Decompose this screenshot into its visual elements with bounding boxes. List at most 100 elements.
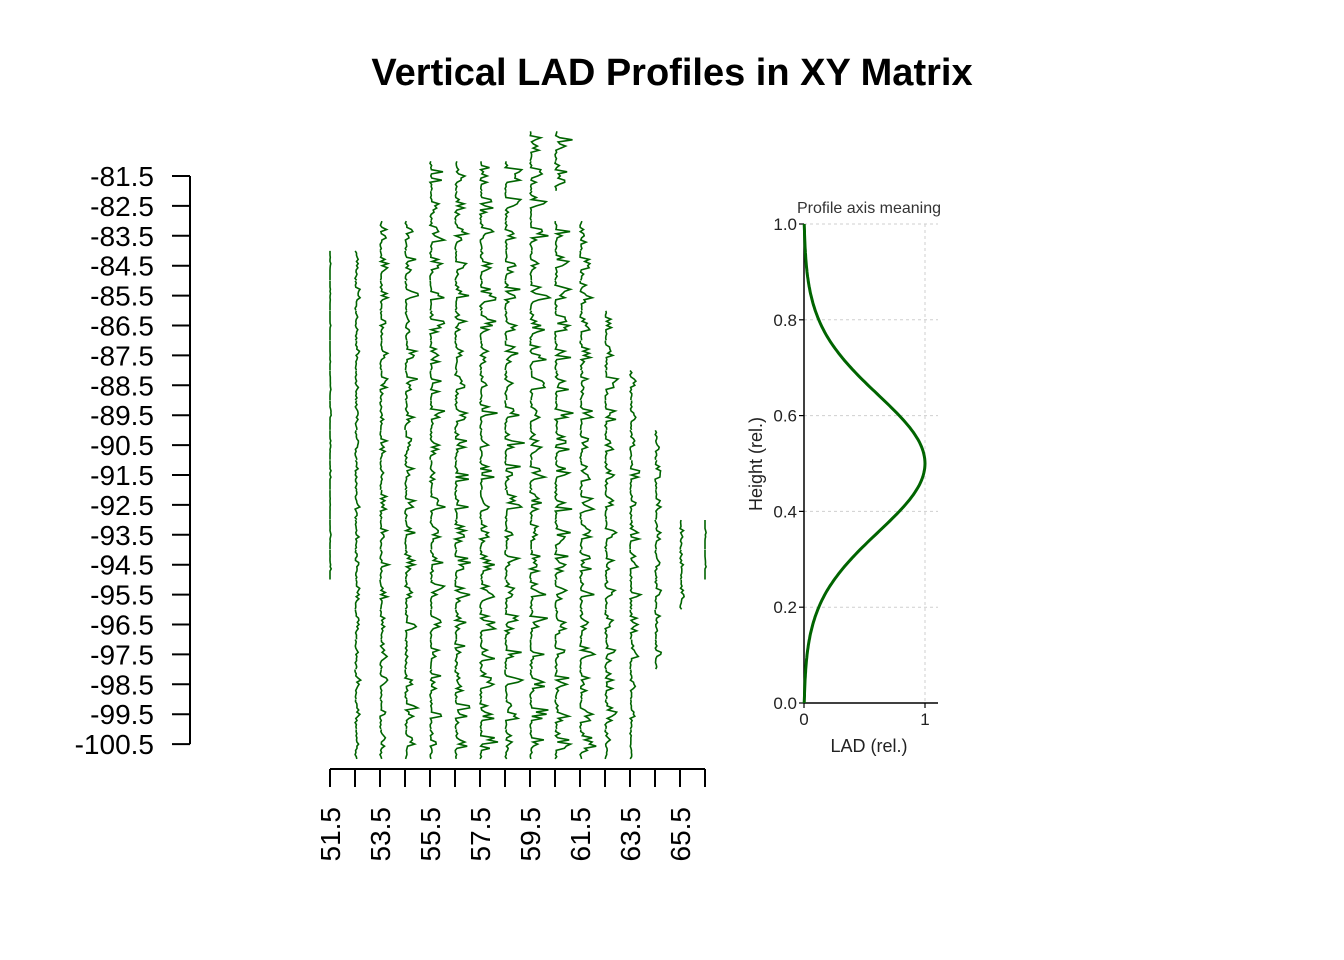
profile-line [553, 489, 573, 520]
inset-x-label: LAD (rel.) [830, 736, 907, 756]
profile-line [579, 669, 592, 700]
profile-line [329, 280, 332, 311]
profile-line [379, 698, 387, 730]
profile-line [454, 639, 466, 670]
profile-line [378, 310, 387, 341]
profile-line [379, 519, 390, 550]
profile-line [429, 490, 446, 520]
profile-line [403, 549, 418, 580]
profile-line [579, 729, 597, 760]
profile-line [579, 549, 592, 580]
profile-line [554, 161, 568, 191]
profile-line [379, 340, 390, 371]
profile-line [654, 519, 663, 550]
profile-line [504, 729, 514, 760]
x-tick-label: 65.5 [665, 807, 696, 862]
y-tick-label: -98.5 [90, 669, 154, 700]
profile-line [629, 400, 637, 431]
profile-line [654, 429, 661, 460]
y-axis: -81.5-82.5-83.5-84.5-85.5-86.5-87.5-88.5… [75, 161, 191, 760]
profile-line [454, 460, 469, 491]
profile-line [554, 131, 573, 162]
profile-line [553, 280, 574, 311]
profile-line [527, 549, 542, 580]
profile-line [603, 400, 618, 430]
profile-line [579, 370, 591, 401]
profile-line [529, 639, 545, 670]
profile-line [554, 609, 568, 640]
profile-line [604, 370, 620, 401]
profile-line [329, 400, 333, 430]
profile-line [454, 280, 470, 311]
profile-line [329, 340, 332, 371]
profile-line [479, 250, 494, 281]
profile-line [354, 250, 360, 281]
profile-line [679, 519, 685, 550]
profile-line [529, 250, 541, 281]
profile-line [479, 310, 497, 341]
x-axis: 51.5 53.5 55.5 57.5 59.5 61.5 63.5 65.5 [315, 768, 706, 862]
y-tick-label: -88.5 [90, 370, 154, 401]
profile-line [479, 340, 490, 371]
profile-line [354, 639, 360, 670]
profile-line [479, 459, 495, 490]
profile-line [479, 430, 491, 461]
profile-line [452, 519, 469, 550]
profile-line [479, 579, 496, 610]
profile-line [628, 460, 641, 490]
profile-line [553, 669, 570, 700]
profile-line [504, 460, 521, 491]
profile-line [329, 430, 332, 460]
profile-line [579, 490, 597, 520]
profile-line [329, 370, 332, 400]
profile-line [578, 220, 589, 252]
profile-line [429, 639, 442, 670]
profile-line [404, 370, 418, 401]
profile-line [329, 550, 333, 580]
profile-line [452, 221, 471, 251]
profile-line [504, 699, 521, 730]
profile-line [452, 609, 467, 640]
profile-line [429, 191, 441, 222]
profile-line [453, 190, 467, 221]
profile-line [379, 549, 392, 580]
profile-line [679, 579, 685, 610]
profile-line [529, 310, 545, 341]
profile-line [429, 370, 442, 400]
inset-chart: Profile axis meaning 0.0 0.2 0.4 0.6 0.8 1.0 0 1… [746, 200, 941, 756]
profile-line [479, 549, 495, 580]
profile-line [479, 669, 496, 700]
inset-y-tick-label: 0.0 [773, 694, 797, 713]
profile-line [354, 430, 360, 461]
profile-line [553, 549, 569, 580]
profile-line [529, 519, 540, 550]
y-tick-label: -86.5 [90, 311, 154, 342]
profile-line [604, 340, 616, 371]
profile-line [604, 459, 616, 490]
profile-line [529, 131, 544, 162]
profile-line [378, 579, 391, 610]
profile-line [554, 460, 572, 491]
x-tick-label: 53.5 [365, 807, 396, 862]
profile-line [604, 729, 612, 760]
inset-y-tick-label: 0.8 [773, 311, 797, 330]
profile-line [354, 579, 361, 610]
profile-line [354, 310, 359, 341]
profile-line [354, 459, 360, 491]
profile-line [629, 639, 640, 670]
profile-line [529, 489, 542, 520]
inset-y-tick-label: 0.4 [773, 502, 797, 521]
profile-line [579, 250, 592, 281]
profile-line [503, 519, 514, 550]
profile-line [379, 729, 387, 760]
profile-line [504, 220, 518, 251]
profile-line [629, 429, 636, 460]
profile-line [478, 639, 496, 670]
profile-line [528, 220, 549, 251]
profile-line [529, 699, 549, 730]
profile-line [579, 609, 590, 640]
profile-line [403, 430, 413, 461]
profile-line [453, 579, 471, 610]
profile-line [554, 430, 570, 460]
profile-line [454, 549, 471, 580]
